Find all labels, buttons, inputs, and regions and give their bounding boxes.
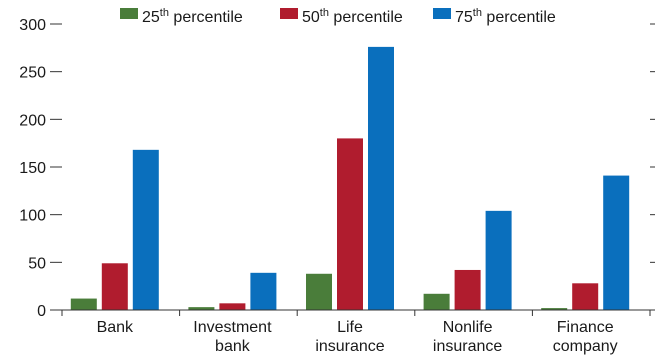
bar-25-4 [541, 308, 568, 310]
category-label-line: Finance [557, 319, 614, 336]
category-label: Bank [97, 319, 134, 336]
y-tick-label: 150 [19, 160, 46, 177]
legend-label: 50th percentile [302, 7, 403, 26]
category-label-line: company [553, 338, 618, 355]
bar-50-3 [454, 269, 481, 310]
bar-50-1 [219, 303, 246, 310]
category-label-line: insurance [433, 338, 502, 355]
legend-label: 75th percentile [455, 7, 556, 26]
y-tick-label: 0 [37, 303, 46, 320]
bar-75-1 [250, 272, 277, 310]
category-label: Finance company [553, 319, 618, 355]
bars [70, 46, 630, 310]
legend-swatch [120, 8, 138, 19]
category-label: Investment bank [193, 319, 272, 355]
legend-swatch [280, 8, 298, 19]
bar-75-2 [368, 46, 394, 310]
category-label: Life insurance [315, 319, 384, 355]
category-label: Nonlife insurance [433, 319, 502, 355]
bar-75-4 [603, 175, 630, 310]
legend-swatch [433, 8, 451, 19]
category-label-line: Nonlife [443, 319, 493, 336]
legend-label: 25th percentile [142, 7, 243, 26]
bar-25-1 [188, 307, 215, 310]
category-label-line: Investment [193, 319, 272, 336]
y-tick-label: 50 [28, 255, 46, 272]
bar-25-3 [423, 293, 450, 310]
bar-75-0 [132, 149, 159, 310]
y-axis: 0 50 100 150 200 250 300 [19, 17, 62, 320]
category-label-line: bank [215, 338, 251, 355]
category-label-line: Life [337, 319, 363, 336]
bar-50-2 [337, 138, 363, 310]
bar-25-2 [306, 273, 332, 310]
category-label-line: Bank [97, 319, 134, 336]
legend: 25th percentile 50th percentile 75th perce… [120, 7, 556, 26]
bar-50-4 [572, 283, 599, 310]
y-tick-label: 250 [19, 65, 46, 82]
y-tick-label: 100 [19, 208, 46, 225]
bar-25-0 [70, 298, 97, 310]
right-axis-ticks [650, 23, 655, 311]
category-label-line: insurance [315, 338, 384, 355]
y-tick-label: 200 [19, 112, 46, 129]
y-tick-label: 300 [19, 17, 46, 34]
x-axis: Bank Investment bank Life insurance Nonlife in… [61, 309, 651, 355]
bar-50-0 [101, 263, 128, 310]
bar-75-3 [485, 210, 512, 310]
